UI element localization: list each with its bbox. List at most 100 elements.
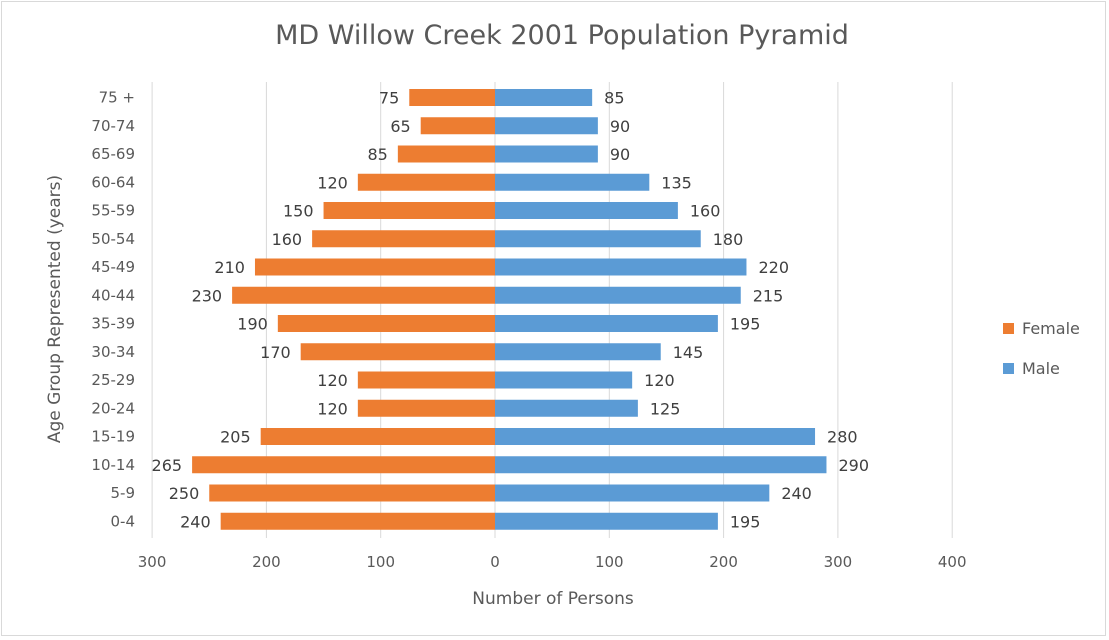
chart-title: MD Willow Creek 2001 Population Pyramid [275,20,849,51]
y-category-label: 0-4 [111,512,136,530]
legend-item-female[interactable]: Female [1003,316,1103,340]
data-label-female: 160 [272,230,303,249]
bar-female-40-44[interactable] [232,286,496,304]
bar-male-10-14[interactable] [495,456,827,474]
bar-female-5-9[interactable] [209,484,495,502]
bar-female-55-59[interactable] [323,202,495,219]
bar-male-20-24[interactable] [495,399,638,417]
data-label-male: 240 [781,484,812,503]
y-category-label: 75 + [99,89,135,107]
y-category-label: 50-54 [91,230,135,248]
bar-male-0-4[interactable] [495,512,718,530]
x-tick-label: 100 [595,553,624,571]
data-label-male: 280 [827,428,858,447]
data-label-female: 85 [367,145,387,164]
data-label-male: 290 [838,456,869,475]
y-axis-title: Age Group Represented (years) [45,175,65,443]
bar-male-30-34[interactable] [495,343,661,361]
data-label-female: 230 [192,286,223,305]
bar-female-0-4[interactable] [220,512,495,530]
data-labels: 240 195 250 240 265 290 205 280 120 125 120 120 170 1… [152,89,869,532]
data-label-female: 120 [317,173,348,192]
bar-female-70-74[interactable] [420,117,495,135]
data-label-female: 210 [214,258,245,277]
x-tick-label: 200 [709,553,738,571]
bar-male-75+[interactable] [495,89,593,106]
data-label-female: 75 [379,89,399,108]
bar-male-25-29[interactable] [495,371,633,389]
data-label-male: 145 [673,343,704,362]
bar-male-60-64[interactable] [495,173,650,191]
data-label-male: 215 [753,286,784,305]
data-label-male: 120 [644,371,675,390]
legend-label-male: Male [1022,358,1060,378]
data-label-male: 160 [690,202,721,221]
data-label-male: 220 [758,258,789,277]
bar-male-40-44[interactable] [495,286,741,304]
bar-male-50-54[interactable] [495,230,701,248]
bar-female-60-64[interactable] [357,173,495,191]
x-tick-label: 400 [938,553,967,571]
data-label-female: 190 [237,315,268,334]
y-axis-category-labels: 0-4 5-9 10-14 15-19 20-24 25-29 30-34 35-39 40-4… [91,89,135,531]
legend-swatch-male [1003,362,1014,374]
y-category-label: 35-39 [91,315,135,333]
data-label-female: 265 [152,456,183,475]
bar-male-5-9[interactable] [495,484,770,502]
data-label-male: 90 [610,145,630,164]
bar-female-20-24[interactable] [357,399,495,417]
bar-female-15-19[interactable] [260,428,495,445]
x-axis-title: Number of Persons [472,589,634,609]
y-category-label: 15-19 [91,428,135,446]
data-label-female: 65 [390,117,410,136]
data-label-female: 205 [220,428,251,447]
y-category-label: 10-14 [91,456,135,474]
bar-male-45-49[interactable] [495,258,747,276]
y-category-label: 25-29 [91,371,135,389]
bar-female-45-49[interactable] [254,258,495,276]
y-category-label: 70-74 [91,117,135,135]
legend-label-female: Female [1022,318,1080,338]
x-tick-label: 200 [252,553,281,571]
bar-female-75+[interactable] [409,89,495,106]
data-label-female: 170 [260,343,291,362]
data-label-female: 120 [317,399,348,418]
x-tick-label: 300 [138,553,167,571]
x-tick-label: 0 [490,553,500,571]
bar-male-65-69[interactable] [495,145,598,163]
data-label-male: 180 [713,230,744,249]
bar-female-25-29[interactable] [357,371,495,389]
legend: Female Male [1003,316,1103,396]
bar-female-65-69[interactable] [397,145,495,163]
data-label-male: 135 [661,173,692,192]
bars [192,89,827,530]
data-label-male: 85 [604,89,624,108]
y-category-label: 20-24 [91,399,135,417]
data-label-male: 195 [730,315,761,334]
legend-swatch-female [1003,322,1014,334]
y-category-label: 55-59 [91,202,135,220]
x-tick-label: 300 [824,553,853,571]
y-category-label: 40-44 [91,286,135,304]
bar-male-35-39[interactable] [495,315,718,332]
bar-male-55-59[interactable] [495,202,678,219]
data-label-female: 120 [317,371,348,390]
y-category-label: 30-34 [91,343,135,361]
x-axis-tick-labels: 300 200 100 0 100 200 300 400 [138,553,967,571]
bar-female-30-34[interactable] [300,343,495,361]
y-category-label: 5-9 [111,484,136,502]
y-category-label: 45-49 [91,258,135,276]
bar-female-35-39[interactable] [277,315,495,332]
x-tick-label: 100 [366,553,395,571]
data-label-female: 150 [283,202,314,221]
legend-item-male[interactable]: Male [1003,356,1103,380]
y-category-label: 65-69 [91,145,135,163]
bar-male-15-19[interactable] [495,428,816,445]
data-label-female: 240 [180,512,211,531]
bar-female-50-54[interactable] [312,230,495,248]
bar-male-70-74[interactable] [495,117,598,135]
data-label-male: 90 [610,117,630,136]
bar-female-10-14[interactable] [192,456,496,474]
